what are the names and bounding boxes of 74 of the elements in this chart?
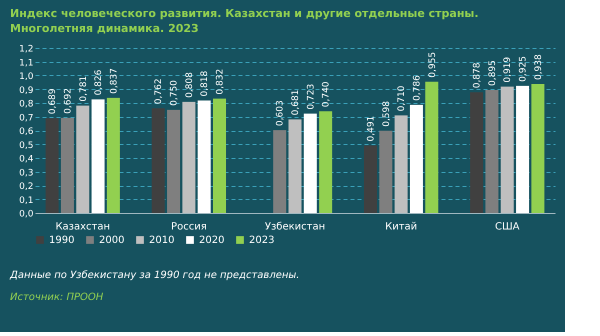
legend-label: 2020 [199,235,224,246]
data-label: 0,878 [472,62,483,88]
legend-label: 2010 [149,235,174,246]
y-tick-label: 0,7 [19,113,34,124]
data-label: 0,723 [306,84,316,110]
data-label: 0,598 [382,100,392,127]
y-tick-label: 0,6 [19,127,34,137]
bar [410,104,423,213]
data-label: 0,692 [63,88,74,114]
data-label: 0,818 [200,70,210,97]
bar [46,118,59,213]
y-tick-label: 1,0 [19,72,34,82]
text: Источник: ПРООН [10,292,104,303]
y-tick-label: 0,8 [19,100,34,110]
y-tick-label: 0,3 [19,168,34,178]
y-tick-label: 0,1 [19,196,34,206]
y-tick-label: 1,2 [19,44,34,54]
data-label: 0,681 [291,90,301,116]
bar [500,86,514,213]
bar [76,106,90,213]
bar [379,130,392,213]
y-tick-label: 0,2 [19,182,34,192]
data-label: 0,740 [322,81,332,108]
data-label: 0,762 [154,78,164,104]
data-label: 0,750 [170,80,180,106]
data-label: 0,710 [397,85,408,112]
data-label: 0,689 [48,88,58,114]
bar [182,102,196,213]
text: Данные по Узбекистану за 1990 год не представлены. [9,270,300,281]
data-label: 0,832 [216,68,226,95]
y-tick-label: 0,5 [19,140,34,151]
bar [319,111,332,213]
data-label: 0,781 [78,76,89,102]
bar [92,99,105,213]
bar [394,115,408,213]
x-tick-label: Казахстан [55,222,110,232]
data-label: 0,603 [276,100,286,126]
data-label: 0,826 [94,69,104,96]
bar [152,108,165,213]
y-tick-label: 1,1 [19,58,34,68]
data-label: 0,837 [109,68,120,94]
data-label: 0,895 [488,60,498,86]
bar [273,130,286,213]
bar [167,110,180,213]
y-tick-label: 0,0 [19,210,34,220]
y-tick-label: 0,9 [19,86,34,96]
bar [531,84,544,213]
data-label: 0,919 [503,56,514,83]
bar [213,98,226,213]
legend-label: 2023 [249,235,274,246]
bar [470,92,484,213]
data-label: 0,491 [366,116,376,142]
x-tick-label: Китай [385,222,418,232]
legend-label: 1990 [49,235,74,246]
data-label: 0,955 [428,52,438,78]
bar [364,145,377,213]
y-tick-label: 0,4 [19,154,34,164]
bar [425,82,438,213]
bar [106,98,120,213]
data-label: 0,808 [184,72,195,98]
bar [485,90,498,213]
legend-label: 2000 [99,235,124,246]
bar [60,118,74,213]
bar [288,119,302,213]
bar [198,100,211,213]
bar [516,86,530,213]
x-tick-label: Узбекистан [264,222,326,232]
data-label: 0,925 [518,56,529,82]
data-label: 0,938 [534,54,544,80]
chart-title: Индекс человеческого развития. Казахстан и другие отдельные страны. Многолетняя динамика. 2023 [10,7,479,35]
x-tick-label: США [494,222,520,232]
x-tick-label: Россия [171,222,207,232]
data-label: 0,786 [412,74,422,101]
bar [304,114,317,213]
